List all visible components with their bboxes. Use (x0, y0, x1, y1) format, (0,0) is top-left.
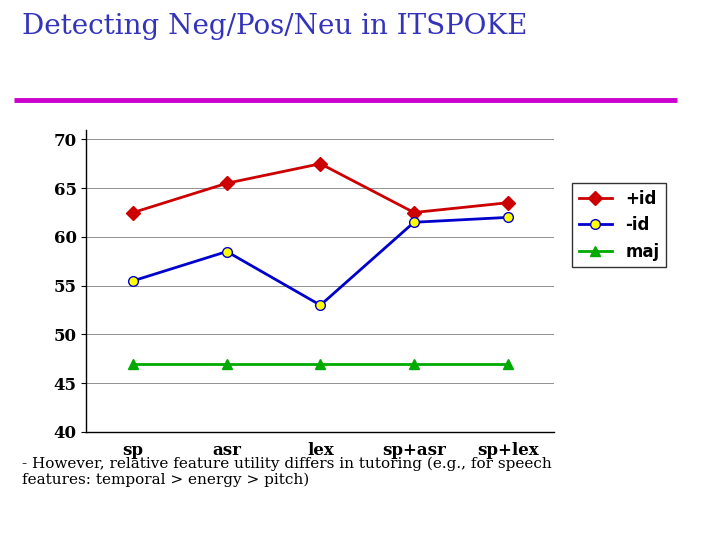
+id (222, 180, 231, 186)
-id (410, 219, 418, 226)
-id (129, 278, 138, 284)
maj (316, 361, 325, 367)
Line: +id: +id (128, 159, 513, 218)
maj (222, 361, 231, 367)
+id (316, 160, 325, 167)
+id (129, 210, 138, 216)
Legend: +id, -id, maj: +id, -id, maj (572, 183, 666, 267)
Text: - However, relative feature utility differs in tutoring (e.g., for speech
featur: - However, relative feature utility diff… (22, 456, 552, 488)
+id (410, 210, 418, 216)
-id (222, 248, 231, 255)
maj (503, 361, 512, 367)
Line: maj: maj (128, 359, 513, 369)
Text: Detecting Neg/Pos/Neu in ITSPOKE: Detecting Neg/Pos/Neu in ITSPOKE (22, 14, 527, 40)
-id (316, 302, 325, 308)
maj (129, 361, 138, 367)
maj (410, 361, 418, 367)
Line: -id: -id (128, 213, 513, 310)
+id (503, 199, 512, 206)
-id (503, 214, 512, 221)
